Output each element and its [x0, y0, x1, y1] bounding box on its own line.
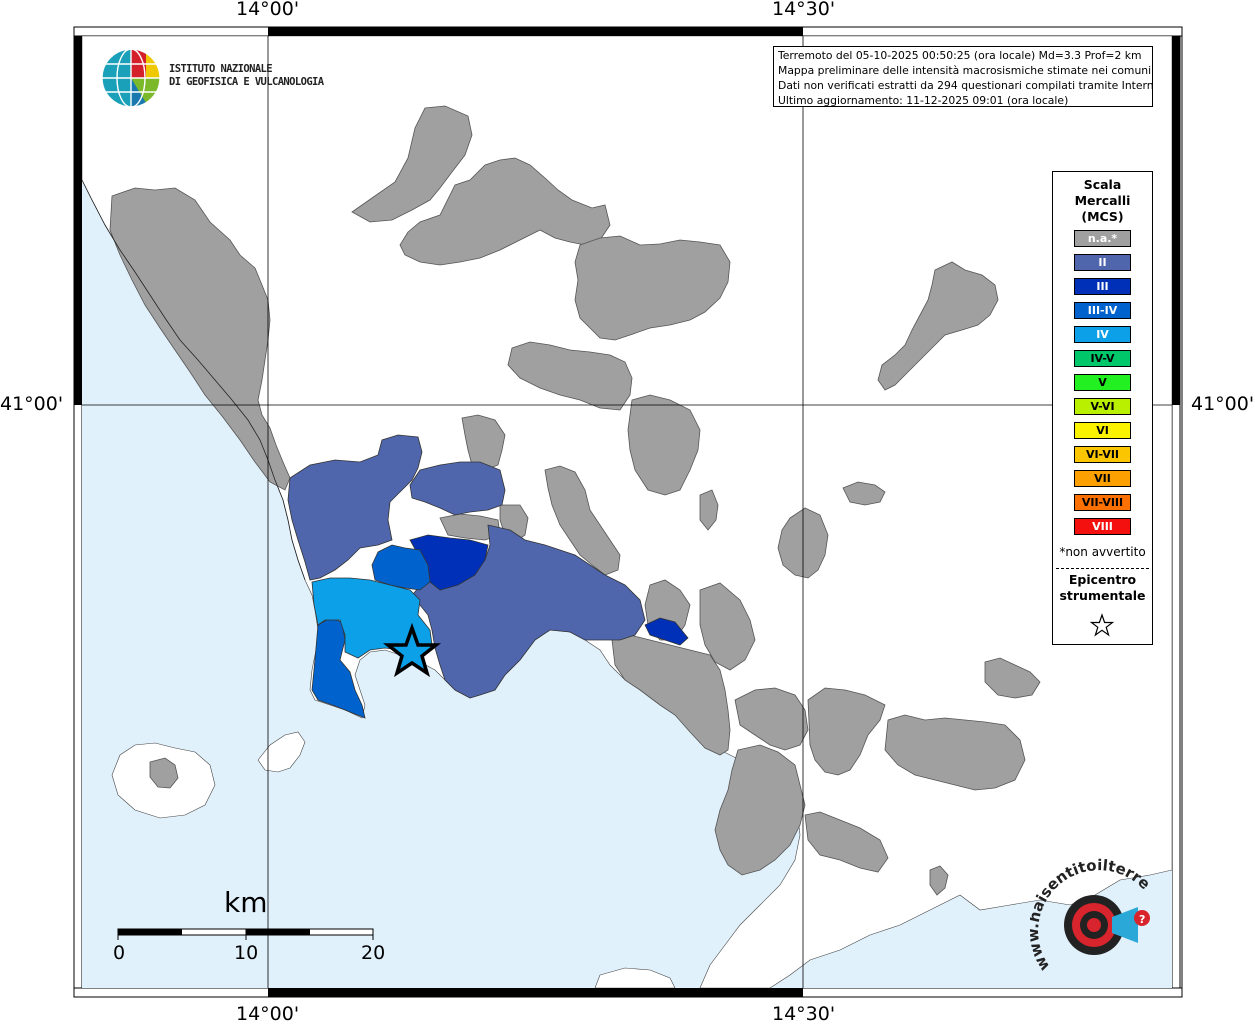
municipalities-intensity-III-IV: [311, 544, 431, 719]
legend-item-vi: VI: [1074, 422, 1131, 439]
lon-label-top-14-00: 14°00': [236, 0, 300, 20]
scale-label-10: 10: [234, 942, 259, 964]
lon-label-bottom-14-30: 14°30': [772, 1003, 836, 1025]
legend-item-vii: VII: [1074, 470, 1131, 487]
lat-label-left-41-00: 41°00': [0, 393, 64, 415]
municipalities-not-available: [109, 105, 1041, 896]
graticule: [82, 36, 1172, 988]
legend-item-iii-iv: III-IV: [1074, 302, 1131, 319]
epicenter-star: [382, 622, 442, 678]
scale-unit: km: [224, 886, 268, 919]
ingv-logo: ISTITUTO NAZIONALE DI GEOFISICA E VULCAN…: [101, 47, 331, 109]
legend-item-v-vi: V-VI: [1074, 398, 1131, 415]
legend-title-line2: Mercalli: [1074, 193, 1131, 208]
info-line-event: Terremoto del 05-10-2025 00:50:25 (ora l…: [778, 49, 1142, 62]
coastline: [82, 179, 306, 581]
badge-target-icon: ?: [1064, 895, 1150, 955]
legend-item-vii-viii: VII-VIII: [1074, 494, 1131, 511]
legend-item-n-a: n.a.*: [1074, 230, 1131, 247]
legend-epicenter-line2: strumentale: [1059, 588, 1146, 603]
legend-item-iii: III: [1074, 278, 1131, 295]
scale-label-0: 0: [113, 942, 126, 964]
legend-star-icon: [1089, 613, 1115, 637]
earthquake-info-box: Terremoto del 05-10-2025 00:50:25 (ora l…: [773, 46, 1153, 107]
lon-label-bottom-14-00: 14°00': [236, 1003, 300, 1025]
capri-island: [594, 967, 676, 988]
legend-separator: [1056, 568, 1149, 569]
lat-label-right-41-00: 41°00': [1191, 393, 1255, 415]
svg-text:?: ?: [1139, 913, 1145, 926]
procida-island: [257, 731, 306, 773]
legend-note: *non avvertito: [1059, 545, 1146, 559]
ingv-globe-icon: [101, 48, 161, 108]
ingv-name-line2: DI GEOFISICA E VULCANOLOGIA: [169, 76, 324, 88]
legend-item-iv-v: IV-V: [1074, 350, 1131, 367]
info-line-map: Mappa preliminare delle intensità macros…: [778, 64, 1152, 77]
lon-label-top-14-30: 14°30': [772, 0, 836, 20]
ingv-logo-text: ISTITUTO NAZIONALE DI GEOFISICA E VULCAN…: [169, 63, 324, 89]
hai-sentito-badge: www.haisentitoilterremoto.it ?: [1030, 855, 1154, 974]
legend-title-line1: Scala: [1083, 177, 1122, 192]
scale-label-20: 20: [361, 942, 386, 964]
legend-item-vi-vii: VI-VII: [1074, 446, 1131, 463]
legend-item-ii: II: [1074, 254, 1131, 271]
scale-bar: [117, 928, 374, 940]
info-line-update: Ultimo aggiornamento: 11-12-2025 09:01 (…: [778, 94, 1069, 107]
legend-epicenter-line1: Epicentro: [1068, 572, 1137, 587]
mcs-legend: Scala Mercalli (MCS) n.a.* II III III-IV IV I…: [1052, 171, 1153, 645]
municipalities-intensity-II: [287, 434, 646, 699]
legend-title: Scala Mercalli (MCS): [1053, 177, 1152, 225]
legend-item-v: V: [1074, 374, 1131, 391]
legend-item-iv: IV: [1074, 326, 1131, 343]
info-line-data: Dati non verificati estratti da 294 ques…: [778, 79, 1153, 92]
ingv-name-line1: ISTITUTO NAZIONALE: [169, 63, 273, 75]
legend-epicenter-label: Epicentro strumentale: [1053, 572, 1152, 604]
legend-item-viii: VIII: [1074, 518, 1131, 535]
legend-title-line3: (MCS): [1081, 209, 1124, 224]
